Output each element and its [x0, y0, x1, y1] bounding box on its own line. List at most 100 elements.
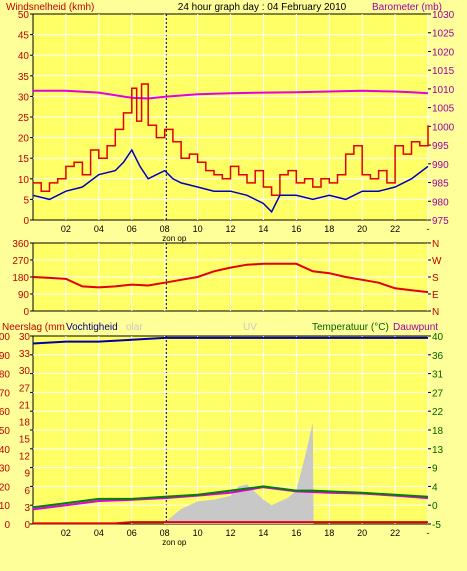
wind-tick-label: 50 [18, 10, 30, 21]
x-tick-label: 08 [160, 528, 170, 538]
x-tick-label: 22 [390, 224, 400, 234]
compass-tick-label: E [432, 290, 439, 301]
temperature-tick-label: 0 [432, 501, 438, 512]
direction-tick-label: 270 [12, 256, 29, 267]
solar-tick-label: 3 [24, 503, 30, 514]
direction-tick-label: 0 [23, 307, 29, 318]
rain-tick-label: 60 [0, 407, 10, 418]
solar-tick-label: 27 [19, 383, 31, 394]
rain-tick-label: 90 [0, 351, 10, 362]
dewpoint-axis-label: Dauwpunt [393, 322, 438, 333]
rain-tick-label: 30 [0, 464, 10, 475]
uv-axis-label: UV [243, 322, 257, 333]
wind-axis-label: Windsnelheid (kmh) [6, 2, 94, 13]
barometer-tick-label: 1000 [432, 122, 455, 133]
x-tick-label: - [427, 528, 430, 538]
compass-tick-label: N [432, 307, 439, 318]
x-tick-label: 20 [357, 224, 367, 234]
x-tick-label: 14 [258, 528, 268, 538]
rain-tick-label: 50 [0, 426, 10, 437]
barometer-tick-label: 1005 [432, 104, 455, 115]
barometer-tick-label: 975 [432, 216, 449, 227]
barometer-tick-label: 1030 [432, 10, 455, 21]
barometer-tick-label: 1025 [432, 29, 455, 40]
x-tick-label: 18 [324, 528, 334, 538]
wind-tick-label: 15 [18, 154, 30, 165]
solar-tick-label: 30 [19, 332, 31, 343]
x-tick-label: 12 [225, 224, 235, 234]
x-tick-label: 06 [127, 528, 137, 538]
rain-line [33, 521, 428, 525]
temperature-axis-label: Temperatuur (°C) [312, 322, 389, 333]
wind-tick-label: 30 [18, 92, 30, 103]
wind-tick-label: 35 [18, 72, 30, 83]
x-tick-label: 02 [61, 224, 71, 234]
wind-tick-label: 25 [18, 113, 30, 124]
temperature-tick-label: 9 [432, 464, 438, 475]
barometer-line [33, 89, 429, 100]
compass-tick-label: S [432, 273, 439, 284]
temperature-tick-label: -5 [432, 520, 441, 531]
rain-tick-label: 100 [0, 332, 10, 343]
wind-tick-label: 0 [23, 216, 29, 227]
solar-tick-label: 15 [19, 435, 31, 446]
x-tick-label: 20 [357, 528, 367, 538]
temperature-tick-label: 40 [432, 332, 444, 343]
temperature-tick-label: 13 [432, 445, 444, 456]
temperature-tick-label: 4 [432, 482, 438, 493]
x-tick-label: 18 [324, 224, 334, 234]
humidity-line [32, 336, 428, 345]
solar-tick-label: 33 [19, 349, 31, 360]
barometer-tick-label: 1020 [432, 47, 455, 58]
wind-tick-label: 20 [18, 134, 30, 145]
x-tick-label: 06 [127, 224, 137, 234]
rain-tick-label: 40 [0, 445, 10, 456]
solar-tick-label: 21 [19, 400, 31, 411]
direction-tick-label: 180 [12, 273, 29, 284]
solar-tick-label: 18 [19, 417, 31, 428]
barometer-axis-label: Barometer (mb) [372, 2, 442, 13]
temperature-tick-label: 36 [432, 351, 444, 362]
barometer-tick-label: 985 [432, 179, 449, 190]
solar-tick-label: 12 [19, 452, 31, 463]
compass-tick-label: N [432, 239, 439, 250]
solar-tick-label: 6 [24, 486, 30, 497]
x-tick-label: 16 [291, 224, 301, 234]
barometer-tick-label: 980 [432, 197, 449, 208]
barometer-tick-label: 1015 [432, 66, 455, 77]
wind-direction-line [32, 262, 429, 294]
direction-tick-label: 90 [18, 290, 30, 301]
barometer-tick-label: 1010 [432, 85, 455, 96]
rain-tick-label: 80 [0, 370, 10, 381]
wind-tick-label: 40 [18, 51, 30, 62]
humidity-axis-label: Vochtigheid [66, 322, 118, 333]
x-tick-label: 04 [94, 224, 104, 234]
sunrise-label: zon op [162, 538, 187, 547]
wind-gust-line [33, 83, 429, 197]
wind-tick-label: 45 [18, 31, 30, 42]
temperature-tick-label: 22 [432, 407, 444, 418]
x-tick-label: 16 [291, 528, 301, 538]
rain-tick-label: 0 [4, 520, 10, 531]
wind-tick-label: 10 [18, 175, 30, 186]
barometer-tick-label: 990 [432, 160, 449, 171]
x-tick-label: 10 [193, 224, 203, 234]
x-tick-label: 22 [390, 528, 400, 538]
solar-axis-label: olar [126, 322, 143, 333]
rain-axis-label: Neerslag (mm [2, 322, 65, 333]
x-tick-label: 08 [160, 224, 170, 234]
wind-tick-label: 5 [23, 195, 29, 206]
x-tick-label: 14 [258, 224, 268, 234]
x-tick-label: 10 [193, 528, 203, 538]
sunrise-label: zon op [162, 234, 187, 243]
rain-tick-label: 70 [0, 388, 10, 399]
x-tick-label: 02 [61, 528, 71, 538]
temperature-tick-label: 27 [432, 388, 444, 399]
temperature-line [32, 485, 429, 509]
rain-tick-label: 20 [0, 482, 10, 493]
solar-area [164, 422, 314, 524]
x-tick-label: 04 [94, 528, 104, 538]
compass-tick-label: W [432, 256, 442, 267]
